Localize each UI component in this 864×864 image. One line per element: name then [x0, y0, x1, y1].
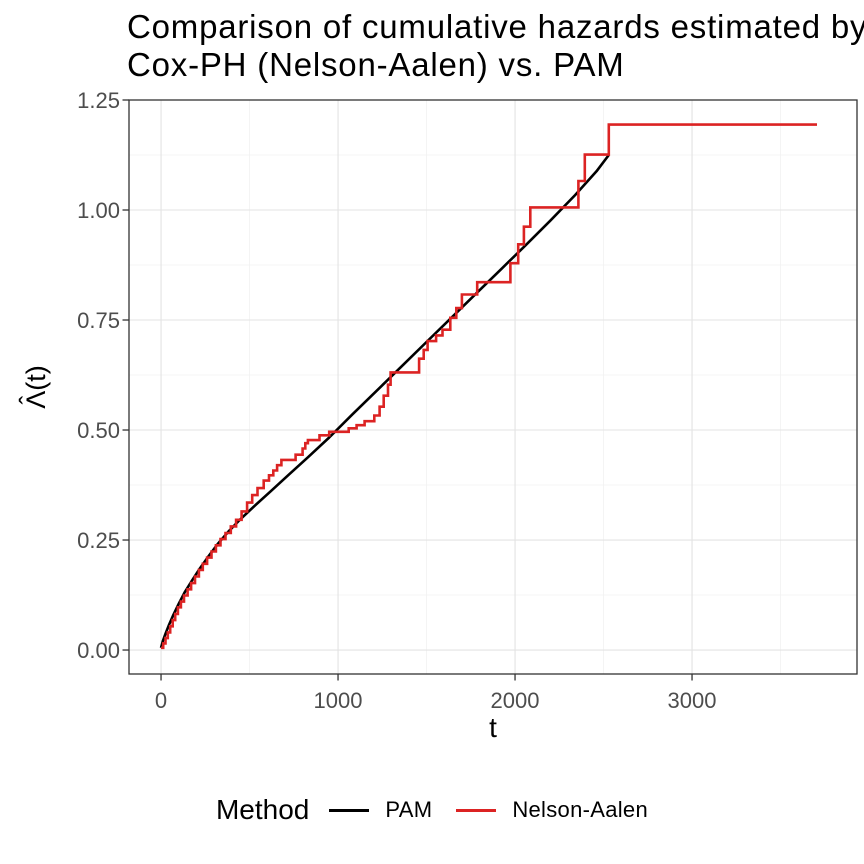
- x-tick-label: 2000: [491, 688, 540, 713]
- pam-curve: [159, 154, 610, 649]
- x-tick-label: 1000: [314, 688, 363, 713]
- y-tick-label: 1.00: [77, 198, 120, 223]
- y-tick-label: 0.00: [77, 638, 120, 663]
- plot-title: Comparison of cumulative hazards estimat…: [127, 8, 864, 84]
- plot-title-line1: Comparison of cumulative hazards estimat…: [127, 8, 864, 45]
- y-axis-title-hat-accent: ˆ: [14, 395, 44, 404]
- nelson-aalen-curve: [161, 123, 817, 650]
- y-tick-label: 0.75: [77, 308, 120, 333]
- x-axis-title: t: [489, 712, 497, 743]
- plot-title-line2: Cox-PH (Nelson-Aalen) vs. PAM: [127, 46, 625, 83]
- legend-item-nelson-aalen: Nelson-Aalen: [456, 797, 648, 823]
- panel-background: [129, 100, 857, 674]
- panel-border: [128, 99, 858, 675]
- y-tick-label: 1.25: [77, 88, 120, 113]
- y-axis-title-text: Λ(t): [21, 365, 51, 409]
- pam-key-line-icon: [329, 808, 370, 812]
- y-tick-label: 0.25: [77, 528, 120, 553]
- y-axis-title: Λ(t)ˆ: [14, 365, 51, 409]
- legend-title: Method: [215, 794, 310, 825]
- x-tick-label: 0: [155, 688, 167, 713]
- y-tick-label: 0.50: [77, 418, 120, 443]
- legend: Method PAM Nelson-Aalen: [0, 782, 864, 838]
- legend-item-pam: PAM: [329, 797, 432, 823]
- x-tick-label: 3000: [668, 688, 717, 713]
- pam-key-label: PAM: [385, 797, 433, 822]
- nelson-aalen-key-line-icon: [456, 808, 497, 812]
- nelson-aalen-key-label: Nelson-Aalen: [512, 797, 649, 822]
